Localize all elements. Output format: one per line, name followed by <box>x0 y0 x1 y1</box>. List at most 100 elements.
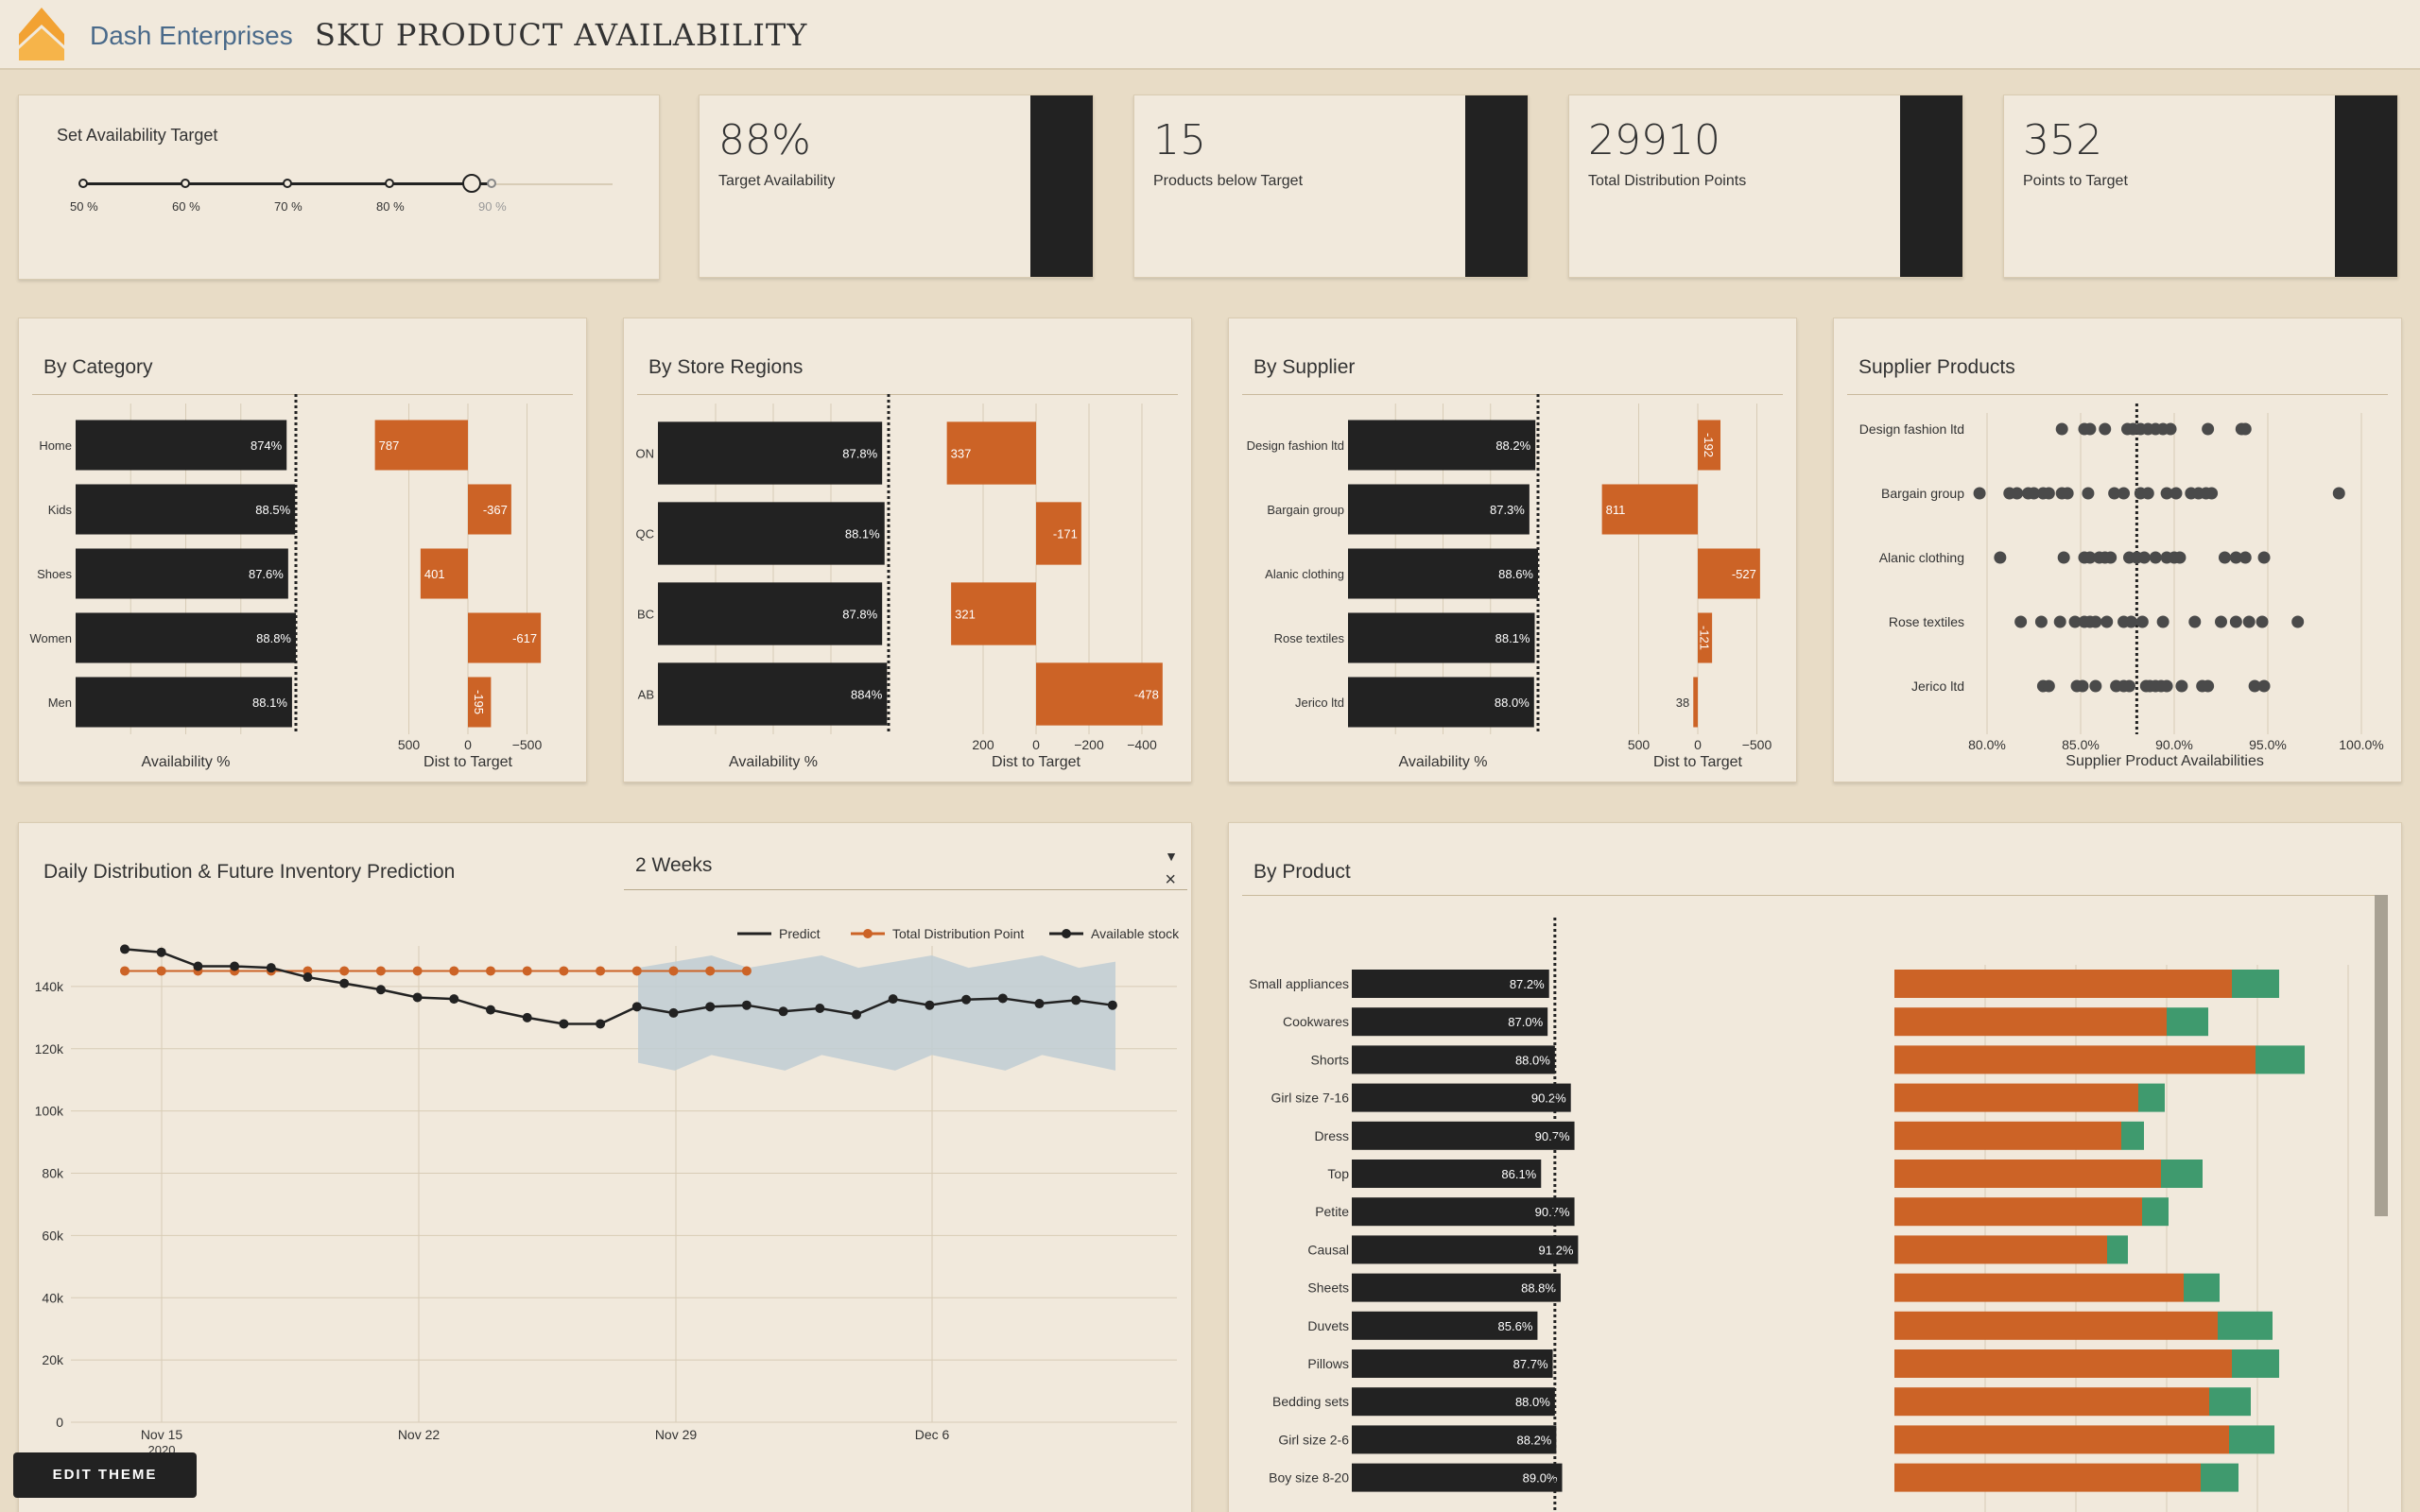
slider-mark-label: 60 % <box>172 199 200 214</box>
available-stock-point <box>596 1019 606 1029</box>
product-point <box>2238 551 2252 564</box>
panel-by-category: By Category 874% Home 88.5% Kids 87.6% Shoes 8… <box>18 318 587 782</box>
dist-value-label: -121 <box>1698 626 1712 650</box>
kpi-indicator-bar <box>1900 95 1962 277</box>
prediction-band <box>638 955 1115 1071</box>
period-dropdown[interactable]: 2 Weeks ▼ × <box>624 847 1187 890</box>
product-point <box>2188 615 2202 628</box>
availability-bar <box>658 421 883 485</box>
dash-logo-icon[interactable] <box>17 8 66 60</box>
product-label: Dress <box>1314 1128 1349 1143</box>
category-label: QC <box>636 527 655 541</box>
total-distribution-point <box>668 966 679 976</box>
dist-bar <box>1036 662 1163 726</box>
dist-bar <box>1036 502 1081 565</box>
close-icon[interactable]: × <box>1165 869 1176 890</box>
tick-label: −200 <box>1074 737 1104 752</box>
total-distribution-point <box>412 966 423 976</box>
product-green-bar <box>2201 1463 2238 1492</box>
brand-name[interactable]: Dash Enterprises <box>90 21 293 50</box>
available-stock-point <box>375 985 386 995</box>
product-availability-bar <box>1352 1463 1563 1492</box>
product-green-bar <box>2167 1007 2208 1037</box>
product-scrollbar[interactable] <box>2375 895 2388 1216</box>
available-stock-point <box>266 963 276 973</box>
product-point <box>2291 615 2305 628</box>
product-point <box>2053 615 2066 628</box>
total-distribution-point <box>156 966 166 976</box>
product-point <box>2242 615 2256 628</box>
slider-label: Set Availability Target <box>57 126 218 145</box>
dist-value-label: -617 <box>512 631 537 645</box>
y-tick-label: 60k <box>42 1228 64 1243</box>
availability-bar <box>1348 484 1530 535</box>
dist-bar <box>468 484 511 535</box>
available-stock-point <box>888 994 898 1005</box>
product-availability-bar <box>1352 1387 1555 1417</box>
product-label: Pillows <box>1307 1356 1349 1371</box>
axis-title: Dist to Target <box>424 754 513 770</box>
panel-divider <box>1242 394 1783 395</box>
supplier-label: Jerico ltd <box>1911 679 1964 694</box>
slider-mark-70[interactable] <box>283 179 292 188</box>
availability-value-label: 884% <box>851 688 883 702</box>
product-point <box>2057 551 2070 564</box>
x-tick-label: Nov 29 <box>655 1427 698 1442</box>
product-point <box>2089 615 2102 628</box>
product-availability-bar <box>1352 1273 1561 1302</box>
product-value-label: 90.7% <box>1535 1205 1570 1219</box>
available-stock-point <box>412 992 423 1003</box>
availability-value-label: 88.6% <box>1498 567 1533 581</box>
product-availability-bar <box>1352 1007 1548 1037</box>
product-availability-bar <box>1352 1235 1579 1264</box>
chevron-down-icon[interactable]: ▼ <box>1165 849 1178 864</box>
dist-bar <box>1698 548 1760 599</box>
category-label: Kids <box>48 503 73 517</box>
slider-mark-90[interactable] <box>487 179 496 188</box>
product-orange-bar <box>1894 1425 2229 1454</box>
category-label: Shoes <box>37 567 72 581</box>
available-stock-point <box>559 1019 569 1029</box>
slider-handle[interactable] <box>462 174 481 193</box>
kpi-label: Points to Target <box>2023 173 2128 189</box>
category-label: Rose textiles <box>1274 631 1345 645</box>
product-label: Cookwares <box>1283 1014 1349 1029</box>
tick-label: 0 <box>464 737 472 752</box>
product-green-bar <box>2256 1045 2305 1074</box>
slider-mark-label: 50 % <box>70 199 98 214</box>
axis-title: Availability % <box>1399 754 1488 770</box>
tick-label: 0 <box>1032 737 1040 752</box>
dist-bar <box>1601 484 1698 535</box>
available-stock-point <box>705 1002 716 1012</box>
product-point <box>2248 679 2261 693</box>
available-stock-point <box>852 1009 861 1020</box>
slider-rail[interactable] <box>490 183 613 185</box>
tick-label: 90.0% <box>2155 737 2193 752</box>
product-point <box>2238 422 2252 436</box>
product-point <box>2156 615 2169 628</box>
available-stock-point <box>156 947 166 957</box>
product-orange-bar <box>1894 1463 2201 1492</box>
product-point <box>2229 551 2242 564</box>
product-point <box>2137 551 2151 564</box>
edit-theme-button[interactable]: EDIT THEME <box>13 1452 197 1498</box>
slider-mark-50[interactable] <box>78 179 88 188</box>
product-point <box>2108 487 2121 500</box>
available-stock-point <box>1034 999 1045 1009</box>
legend-label: Predict <box>779 926 821 941</box>
product-orange-bar <box>1894 1387 2209 1417</box>
panel-title: By Product <box>1253 861 1351 883</box>
region-charts: 87.8% ON 88.1% QC 87.8% BC 884% AB Availability … <box>636 394 1163 770</box>
product-point <box>2149 551 2162 564</box>
slider-mark-80[interactable] <box>385 179 394 188</box>
product-point <box>2173 551 2187 564</box>
y-tick-label: 20k <box>42 1352 64 1367</box>
dist-value-label: -171 <box>1053 527 1078 541</box>
available-stock-point <box>486 1005 495 1015</box>
category-charts: 874% Home 88.5% Kids 87.6% Shoes 88.8% Women 88.… <box>29 394 542 770</box>
available-stock-point <box>522 1012 532 1022</box>
availability-value-label: 88.5% <box>255 503 290 517</box>
slider-mark-60[interactable] <box>181 179 190 188</box>
available-stock-line <box>124 948 1114 1025</box>
kpi-label: Total Distribution Points <box>1588 173 1747 189</box>
